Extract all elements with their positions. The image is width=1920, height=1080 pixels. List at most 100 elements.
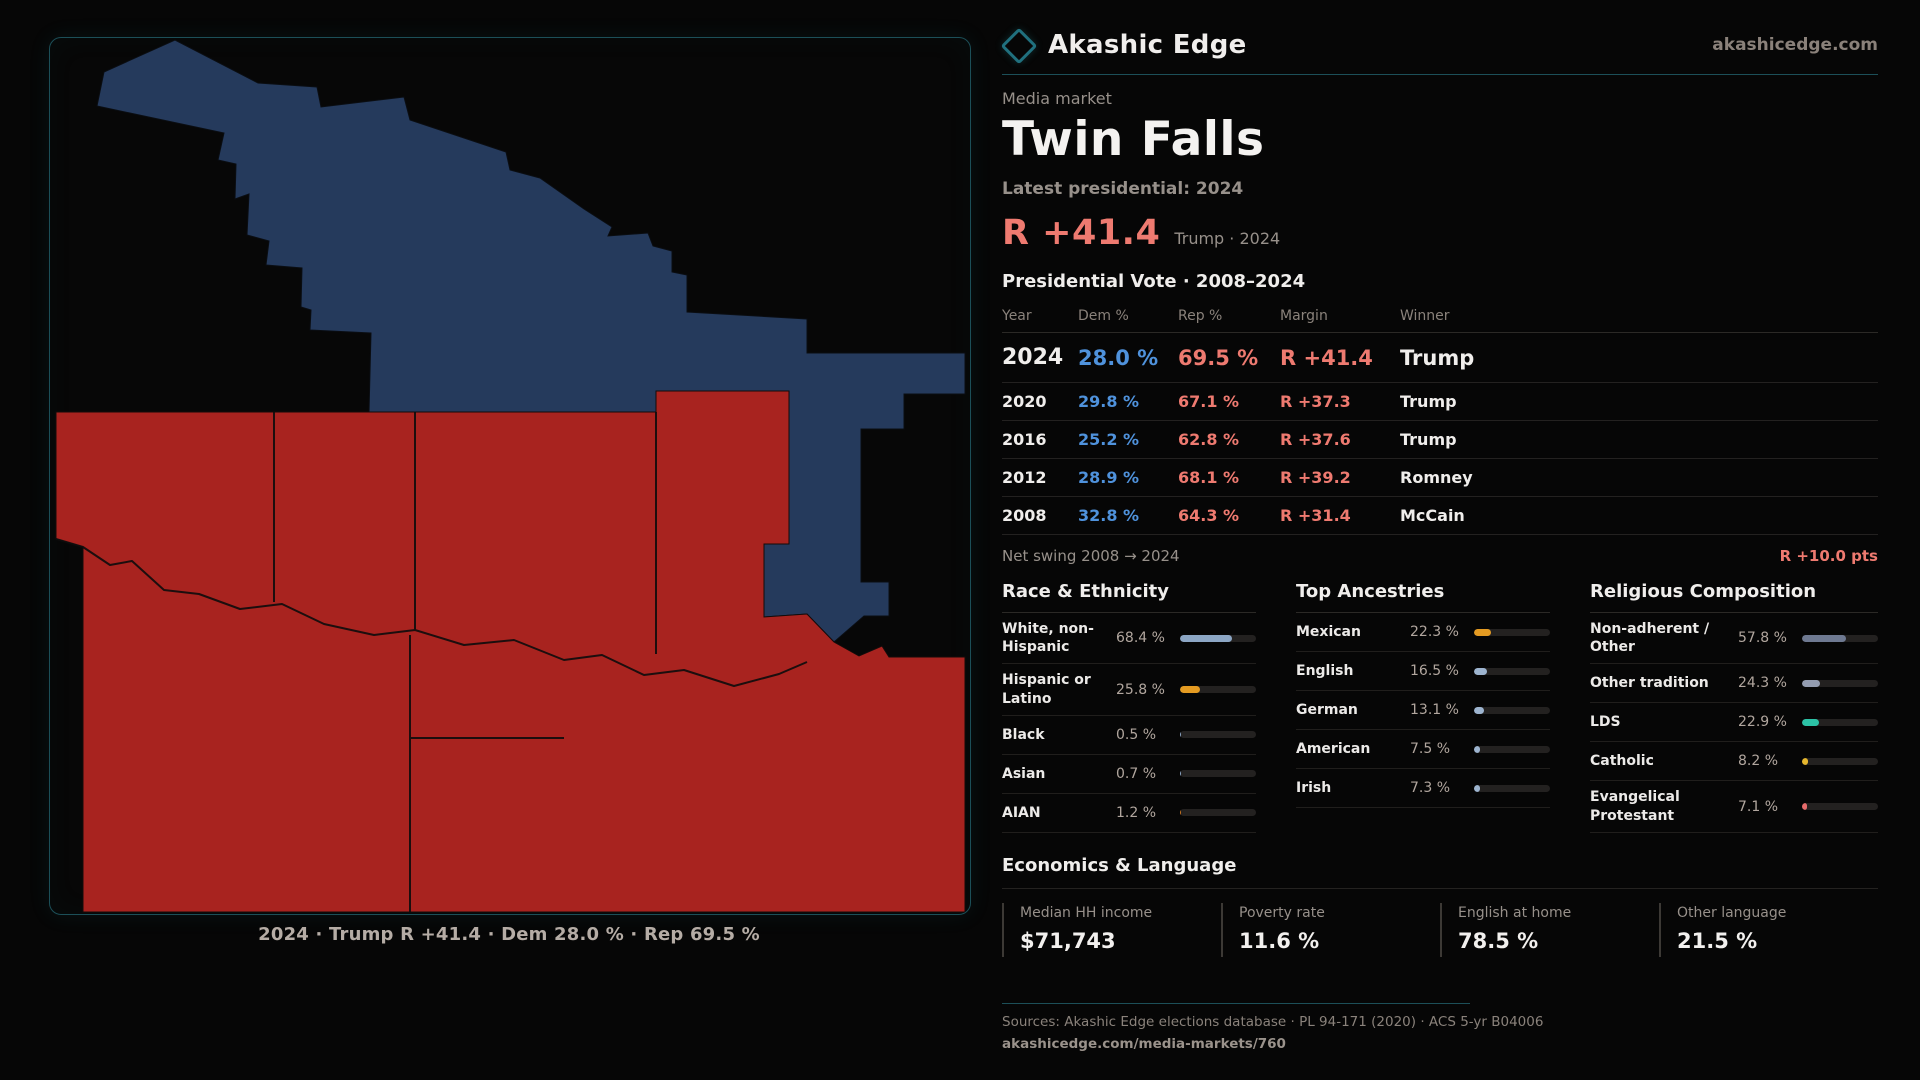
item-bar-fill bbox=[1802, 757, 1809, 765]
item-value: 8.2 % bbox=[1738, 753, 1779, 770]
stat-value: 78.5 % bbox=[1458, 928, 1539, 953]
cell-winner: McCain bbox=[1400, 506, 1465, 525]
item-label: Non-adherent / Other bbox=[1590, 621, 1710, 656]
details-panel: Akashic Edge akashicedge.com Media marke… bbox=[1000, 27, 1878, 1052]
item-label: White, non-Hispanic bbox=[1002, 621, 1094, 656]
column-header-margin: Margin bbox=[1280, 308, 1328, 324]
item-bar-fill bbox=[1474, 628, 1491, 636]
demographics-section: Race & Ethnicity White, non-Hispanic 68.4 … bbox=[1002, 581, 1256, 833]
item-value: 25.8 % bbox=[1116, 681, 1165, 698]
item-bar bbox=[1474, 784, 1550, 792]
header-divider bbox=[1002, 74, 1878, 75]
item-bar bbox=[1802, 757, 1878, 765]
stat-block: Other language 21.5 % bbox=[1659, 902, 1878, 957]
section-title: Religious Composition bbox=[1590, 581, 1878, 613]
cell-rep: 62.8 % bbox=[1178, 430, 1240, 449]
item-label: English bbox=[1296, 662, 1354, 679]
list-item: LDS 22.9 % bbox=[1590, 703, 1878, 743]
cell-rep: 69.5 % bbox=[1178, 345, 1259, 370]
net-swing-row: Net swing 2008 → 2024 R +10.0 pts bbox=[1002, 547, 1878, 565]
item-bar bbox=[1180, 634, 1256, 642]
item-label: Evangelical Protestant bbox=[1590, 789, 1680, 824]
stat-label: Other language bbox=[1677, 904, 1787, 921]
footer: Sources: Akashic Edge elections database… bbox=[1002, 1002, 1878, 1052]
headline-margin-row: R +41.4 Trump · 2024 bbox=[1002, 213, 1878, 253]
stat-label: Median HH income bbox=[1020, 904, 1153, 921]
item-bar bbox=[1180, 770, 1256, 778]
brand-name: Akashic Edge bbox=[1048, 30, 1247, 60]
cell-margin: R +37.6 bbox=[1280, 430, 1351, 449]
item-value: 24.3 % bbox=[1738, 675, 1787, 692]
item-bar bbox=[1474, 745, 1550, 753]
latest-presidential-label: Latest presidential: 2024 bbox=[1002, 179, 1244, 199]
item-bar-fill bbox=[1180, 770, 1181, 778]
list-item: English 16.5 % bbox=[1296, 652, 1550, 691]
vote-table-title: Presidential Vote · 2008–2024 bbox=[1002, 271, 1306, 292]
list-item: Asian 0.7 % bbox=[1002, 755, 1256, 794]
item-label: American bbox=[1296, 740, 1371, 757]
item-label: AIAN bbox=[1002, 804, 1041, 821]
item-bar bbox=[1802, 718, 1878, 726]
item-bar bbox=[1802, 803, 1878, 811]
item-label: Irish bbox=[1296, 779, 1332, 796]
cell-winner: Romney bbox=[1400, 468, 1473, 487]
column-header-rep: Rep % bbox=[1178, 308, 1223, 324]
cell-margin: R +39.2 bbox=[1280, 468, 1351, 487]
cell-rep: 67.1 % bbox=[1178, 392, 1240, 411]
item-label: LDS bbox=[1590, 714, 1621, 731]
item-value: 68.4 % bbox=[1116, 630, 1165, 647]
item-bar bbox=[1802, 634, 1878, 642]
cell-dem: 25.2 % bbox=[1078, 430, 1140, 449]
item-bar-fill bbox=[1802, 718, 1820, 726]
item-bar bbox=[1180, 686, 1256, 694]
list-item: Non-adherent / Other 57.8 % bbox=[1590, 613, 1878, 665]
item-value: 0.7 % bbox=[1116, 765, 1157, 782]
map-region-rep bbox=[55, 390, 966, 913]
stat-value: 21.5 % bbox=[1677, 928, 1758, 953]
item-value: 7.3 % bbox=[1410, 780, 1451, 796]
table-row: 2008 32.8 % 64.3 % R +31.4 McCain bbox=[1002, 497, 1878, 535]
cell-rep: 68.1 % bbox=[1178, 468, 1240, 487]
item-bar bbox=[1474, 628, 1550, 636]
item-bar bbox=[1180, 809, 1256, 817]
map-panel bbox=[49, 37, 971, 915]
item-bar-fill bbox=[1802, 679, 1821, 687]
list-item: Black 0.5 % bbox=[1002, 716, 1256, 755]
section-title: Top Ancestries bbox=[1296, 581, 1550, 613]
vote-table: Year Dem % Rep % Margin Winner 2024 28.0 % 69.5… bbox=[1002, 302, 1878, 535]
list-item: Catholic 8.2 % bbox=[1590, 742, 1878, 782]
cell-dem: 28.0 % bbox=[1078, 345, 1159, 370]
list-item: Other tradition 24.3 % bbox=[1590, 664, 1878, 704]
cell-winner: Trump bbox=[1400, 392, 1457, 411]
map-caption: 2024 · Trump R +41.4 · Dem 28.0 % · Rep … bbox=[258, 924, 760, 945]
demographics-section: Religious Composition Non-adherent / Othe… bbox=[1590, 581, 1878, 833]
item-label: Catholic bbox=[1590, 753, 1654, 770]
demographics-section: Top Ancestries Mexican 22.3 % English 16.5 %… bbox=[1296, 581, 1550, 833]
item-value: 7.5 % bbox=[1410, 741, 1451, 757]
footer-url: akashicedge.com/media-markets/760 bbox=[1002, 1035, 1286, 1052]
list-item: Irish 7.3 % bbox=[1296, 769, 1550, 808]
item-bar bbox=[1474, 667, 1550, 675]
item-bar-fill bbox=[1802, 634, 1846, 642]
brand-site: akashicedge.com bbox=[1712, 35, 1878, 55]
kicker: Media market bbox=[1002, 89, 1112, 108]
stat-block: Median HH income $71,743 bbox=[1002, 902, 1221, 957]
column-header-dem: Dem % bbox=[1078, 308, 1129, 324]
item-bar-fill bbox=[1474, 667, 1487, 675]
cell-dem: 29.8 % bbox=[1078, 392, 1140, 411]
demographics-grid: Race & Ethnicity White, non-Hispanic 68.4 … bbox=[1002, 581, 1878, 833]
stat-label: English at home bbox=[1458, 904, 1572, 921]
cell-margin: R +37.3 bbox=[1280, 392, 1351, 411]
net-swing-label: Net swing 2008 → 2024 bbox=[1002, 547, 1180, 565]
cell-winner: Trump bbox=[1400, 345, 1475, 370]
economics-divider bbox=[1002, 887, 1878, 889]
item-bar-fill bbox=[1180, 809, 1181, 817]
table-row: 2012 28.9 % 68.1 % R +39.2 Romney bbox=[1002, 459, 1878, 497]
cell-year: 2012 bbox=[1002, 468, 1047, 487]
item-value: 13.1 % bbox=[1410, 702, 1459, 718]
item-label: Black bbox=[1002, 726, 1045, 743]
item-bar-fill bbox=[1802, 803, 1808, 811]
item-bar-fill bbox=[1474, 706, 1484, 714]
stat-block: English at home 78.5 % bbox=[1440, 902, 1659, 957]
